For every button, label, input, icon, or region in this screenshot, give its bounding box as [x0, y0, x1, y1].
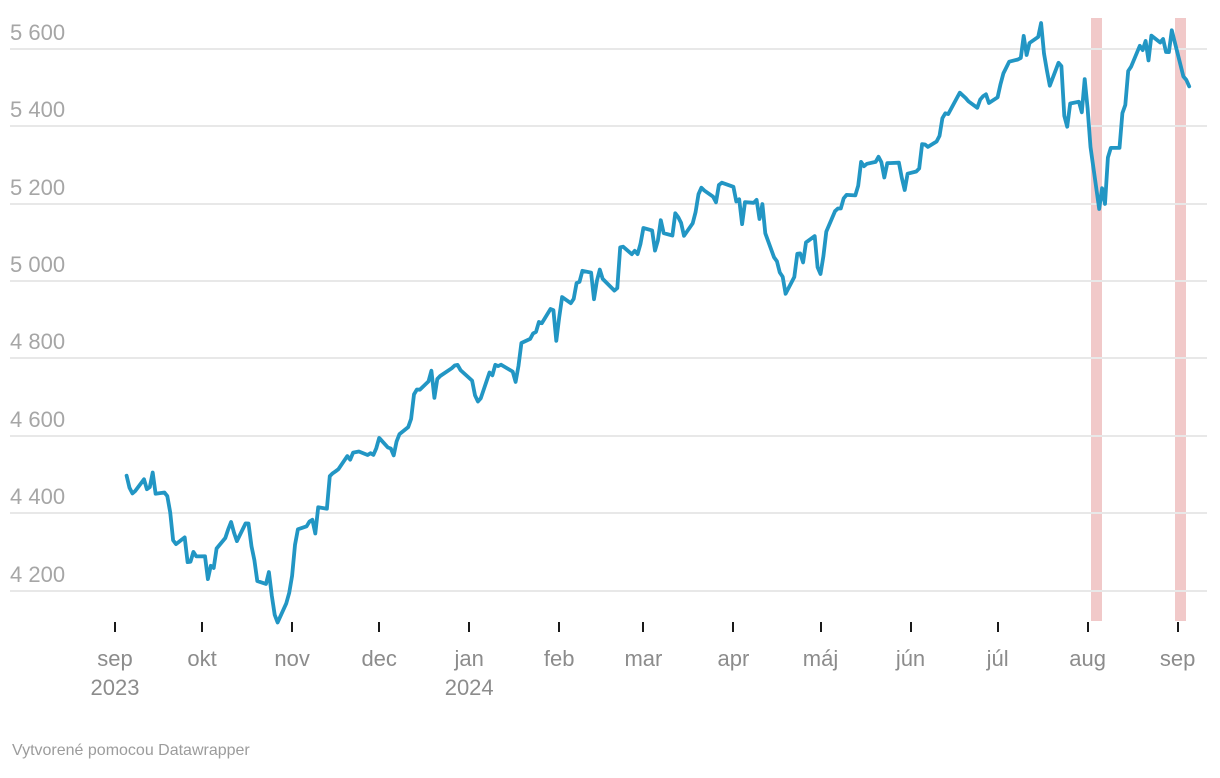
x-axis-tick: [291, 622, 294, 632]
y-axis-label: 4 600: [10, 406, 66, 432]
x-axis-tick: [909, 622, 912, 632]
x-axis-label: okt: [187, 646, 217, 671]
attribution-text: Vytvorené pomocou Datawrapper: [12, 742, 250, 759]
price-line: [124, 21, 1192, 625]
gridline: [10, 48, 1207, 50]
x-axis-tick: [468, 622, 471, 632]
x-axis-label: mar: [624, 646, 663, 671]
highlight-band-august-crash: [1090, 18, 1103, 621]
y-axis-label: 5 000: [10, 252, 66, 278]
y-axis-label: 5 400: [10, 97, 66, 123]
gridline: [10, 512, 1207, 515]
gridline: [10, 202, 1207, 205]
x-axis-label: jan 2024: [409, 644, 529, 702]
x-axis-label: dec: [361, 646, 397, 671]
gridline: [10, 280, 1207, 283]
x-axis-tick: [996, 622, 999, 632]
gridline: [10, 434, 1207, 437]
gridline: [10, 589, 1207, 592]
x-axis-label: sep 2023: [55, 644, 175, 702]
gridline: [10, 357, 1207, 360]
y-axis-label: 4 400: [10, 484, 66, 510]
x-axis-tick: [114, 622, 116, 632]
y-axis-label: 5 200: [10, 174, 66, 200]
x-axis-label: jún: [895, 646, 926, 671]
x-axis-year-label: 2023: [90, 675, 140, 700]
y-axis-label: 5 600: [10, 20, 66, 45]
x-axis-label: sep: [1159, 646, 1196, 671]
x-axis-label: feb: [543, 646, 575, 671]
x-axis-tick: [201, 622, 204, 632]
x-axis-label: apr: [717, 646, 750, 671]
x-axis-tick: [732, 622, 735, 632]
y-axis-label: 4 800: [10, 329, 66, 355]
highlight-band-september-crash: [1174, 18, 1187, 621]
x-axis-label: júl: [986, 646, 1009, 671]
x-axis-year-label: 2024: [444, 675, 494, 700]
x-axis-label: máj: [802, 646, 839, 671]
x-axis-tick: [378, 622, 381, 632]
x-axis-tick: [1086, 622, 1089, 632]
x-axis-label: aug: [1069, 646, 1106, 671]
x-axis-tick: [819, 622, 822, 632]
x-axis-tick: [558, 622, 561, 632]
x-axis-tick: [642, 622, 645, 632]
x-axis-tick: [1176, 622, 1179, 632]
y-axis-label: 4 200: [10, 561, 66, 587]
gridline: [10, 125, 1207, 128]
x-axis-label: nov: [274, 646, 310, 671]
